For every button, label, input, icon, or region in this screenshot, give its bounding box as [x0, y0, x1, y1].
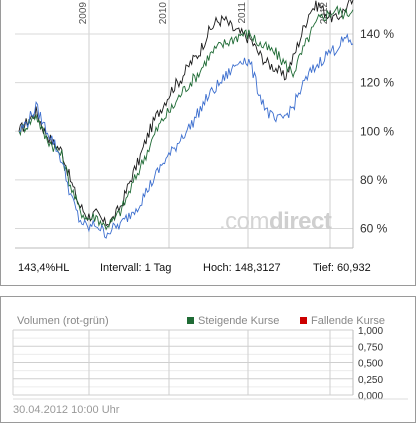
x-tick-label: 2009: [78, 2, 89, 25]
price-chart-panel: 2009 2010 2011 2012 60 % 80 % 100 % 120 % 140 % …: [0, 0, 416, 286]
series-line-blue: [18, 33, 354, 239]
volume-y-tick-label: 0,250: [358, 375, 383, 386]
comdirect-watermark-logo: .comdirect: [219, 208, 332, 235]
y-tick-label: 100 %: [360, 124, 394, 138]
y-tick-label: 140 %: [360, 27, 394, 41]
y-tick-label: 120 %: [360, 76, 394, 90]
y-tick-label: 80 %: [360, 173, 388, 187]
timestamp: 30.04.2012 10:00 Uhr: [13, 404, 120, 416]
x-tick-label: 2012: [319, 2, 330, 25]
high-value: Hoch: 148,3127: [203, 262, 281, 274]
series-line-black: [18, 0, 354, 227]
volume-y-tick-label: 0,500: [358, 359, 383, 370]
x-tick-label: 2010: [158, 2, 169, 25]
hl-value: 143,4%HL: [18, 262, 70, 274]
interval-label: Intervall: 1 Tag: [100, 262, 172, 274]
legend-falling-swatch: [300, 317, 307, 324]
volume-y-tick-label: 0,750: [358, 342, 383, 353]
price-chart: 2009 2010 2011 2012 60 % 80 % 100 % 120 % 140 %: [15, 0, 394, 249]
volume-title: Volumen (rot-grün): [17, 315, 109, 327]
volume-chart: 1,000 0,750 0,500 0,250 0,000: [12, 326, 408, 402]
legend-rising: Steigende Kurse: [187, 315, 279, 327]
legend-falling-label: Fallende Kurse: [311, 315, 385, 327]
volume-panel: 1,000 0,750 0,500 0,250 0,000 Volumen (rot-g…: [0, 296, 416, 423]
legend-rising-swatch: [187, 317, 194, 324]
low-value: Tief: 60,932: [313, 262, 371, 274]
volume-y-tick-label: 0,000: [358, 391, 383, 402]
series-line-green: [18, 5, 354, 231]
legend-falling: Fallende Kurse: [300, 315, 385, 327]
y-tick-label: 60 %: [360, 222, 388, 236]
x-tick-label: 2011: [237, 2, 248, 24]
stats-row: 143,4%HL Intervall: 1 Tag Hoch: 148,3127…: [1, 262, 417, 282]
legend-rising-label: Steigende Kurse: [198, 315, 280, 327]
volume-y-tick-label: 1,000: [358, 326, 383, 337]
